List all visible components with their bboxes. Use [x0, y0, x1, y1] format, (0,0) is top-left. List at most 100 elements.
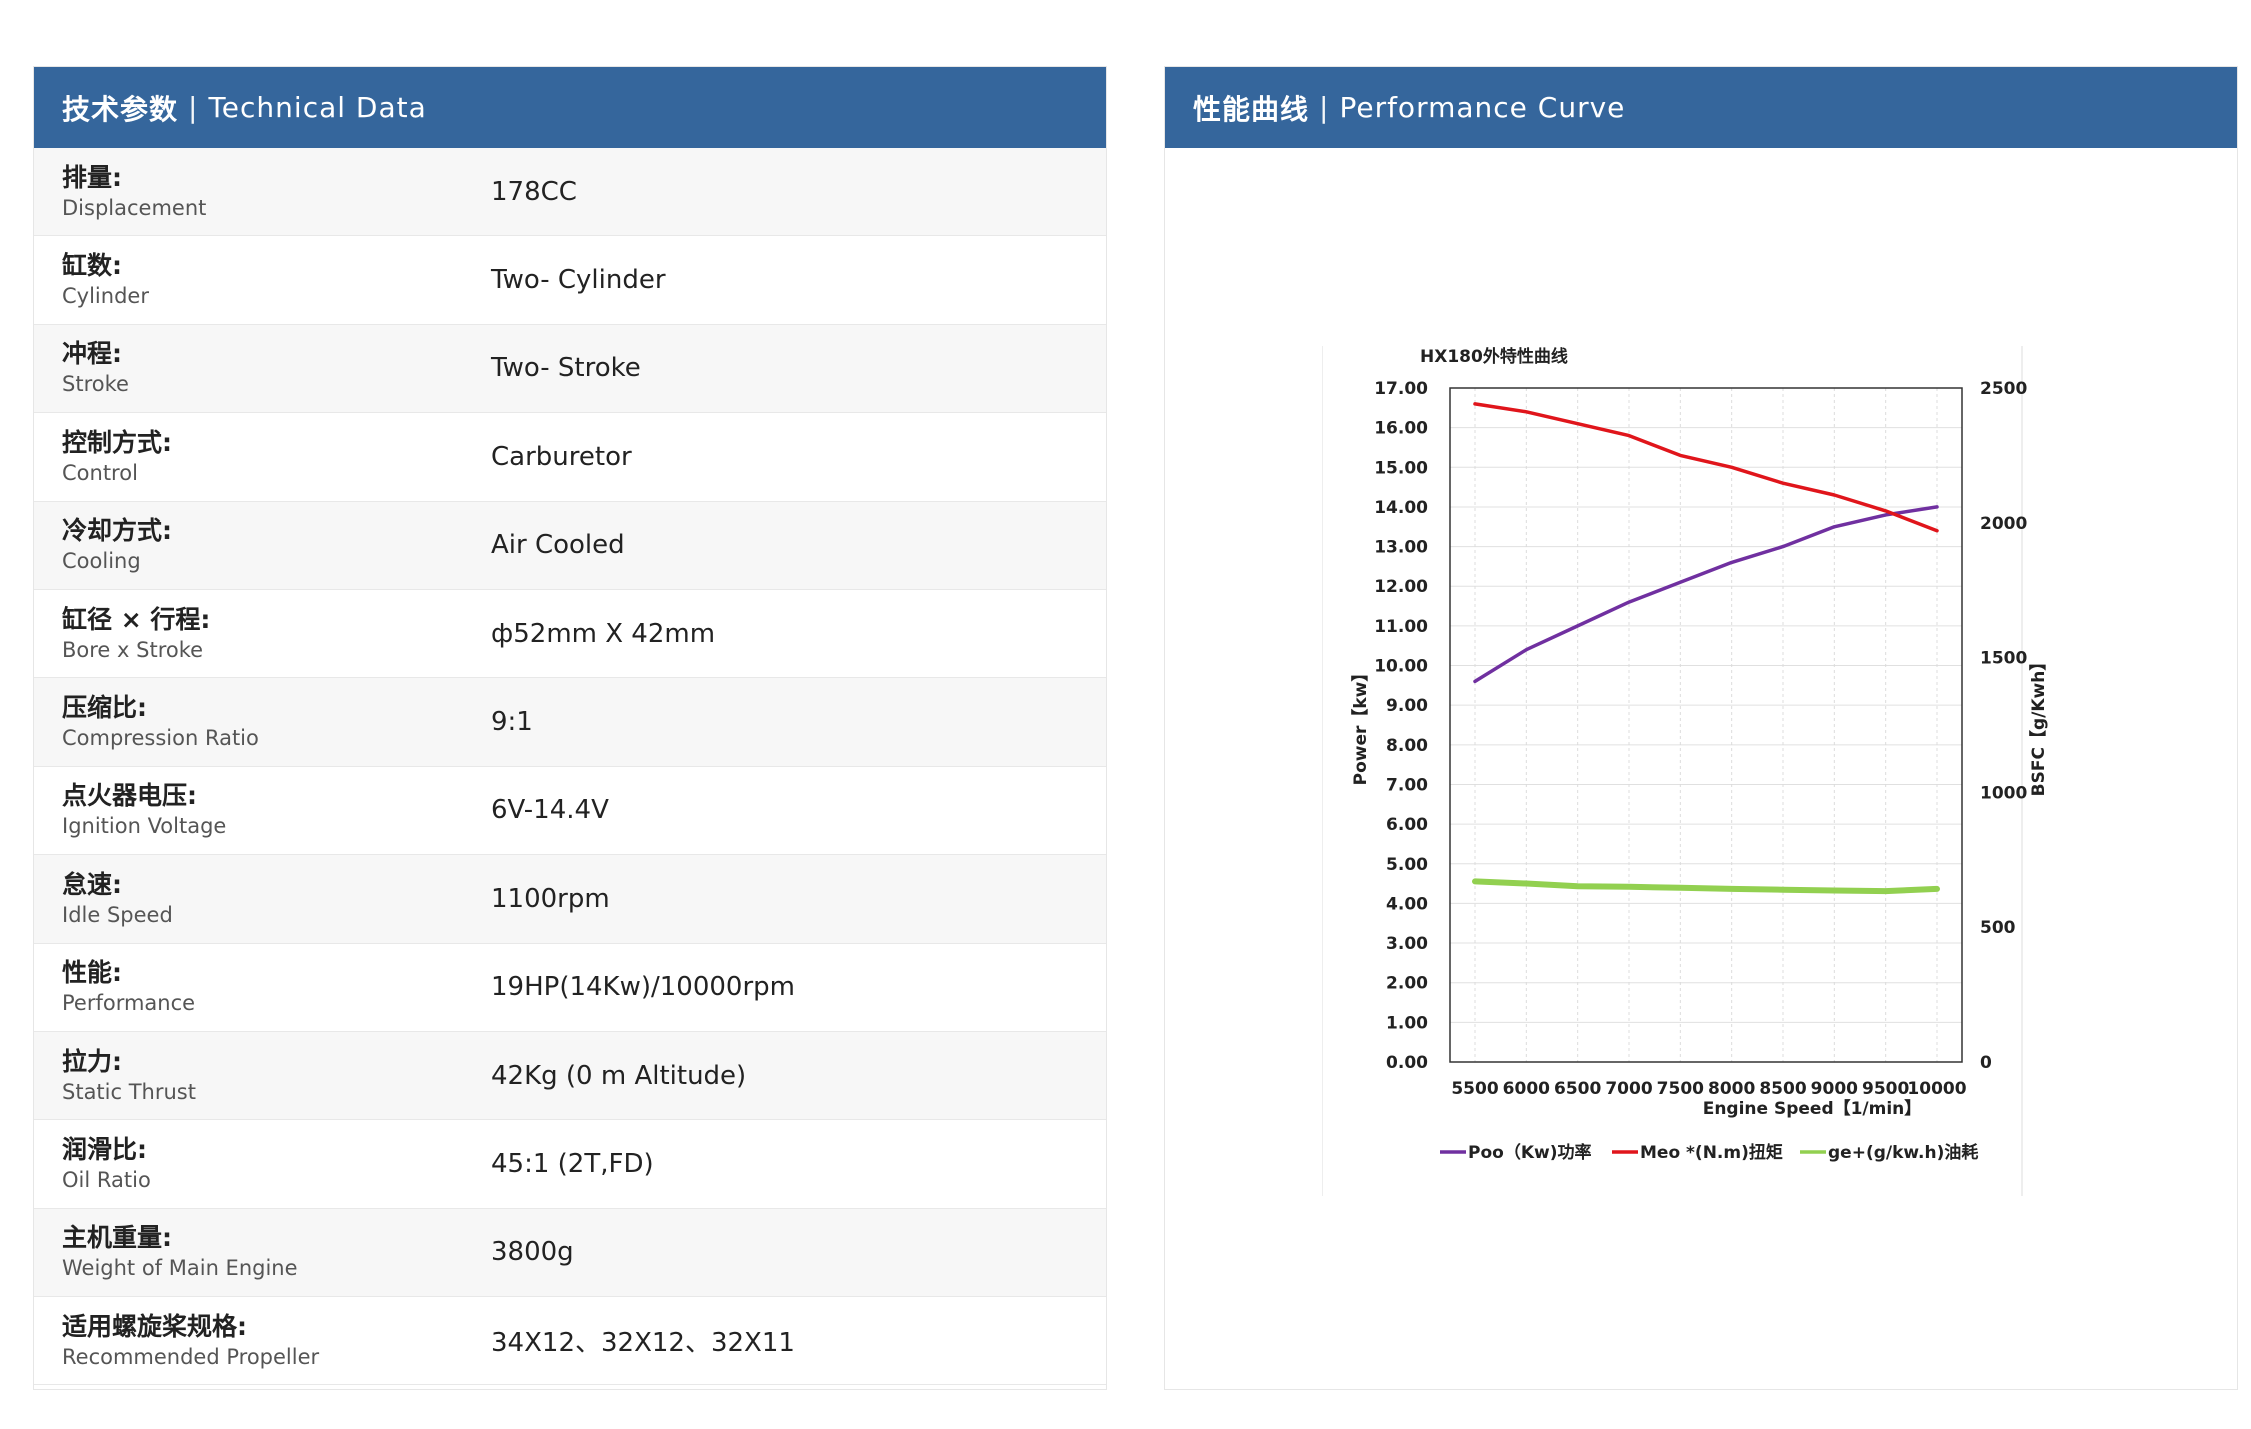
spec-label-en: Weight of Main Engine: [62, 1256, 298, 1281]
spec-label-en: Cooling: [62, 549, 141, 574]
spec-label: 主机重量: Weight of Main Engine: [34, 1222, 491, 1282]
y-tick-label: 9.00: [1386, 696, 1428, 716]
y-tick-label: 4.00: [1386, 894, 1428, 914]
x-tick-label: 9000: [1811, 1079, 1858, 1099]
y-tick-label: 12.00: [1374, 577, 1428, 597]
spec-label-cn: 冲程:: [62, 339, 122, 369]
y2-tick-label: 2500: [1980, 379, 2027, 399]
spec-value: 19HP(14Kw)/10000rpm: [491, 972, 795, 1003]
spec-row: 润滑比: Oil Ratio 45:1 (2T,FD): [34, 1120, 1106, 1209]
spec-label: 怠速: Idle Speed: [34, 869, 491, 929]
spec-label: 控制方式: Control: [34, 427, 491, 487]
x-tick-label: 9500: [1862, 1079, 1909, 1099]
y-tick-label: 1.00: [1386, 1013, 1428, 1033]
spec-label-cn: 排量:: [62, 162, 122, 192]
spec-label-cn: 润滑比:: [62, 1134, 147, 1164]
x-tick-label: 7500: [1657, 1079, 1704, 1099]
spec-label-cn: 适用螺旋桨规格:: [62, 1311, 247, 1341]
spec-label-cn: 主机重量:: [62, 1223, 172, 1253]
spec-label-en: Bore x Stroke: [62, 637, 204, 662]
legend-entry: ge+(g/kw.h)油耗: [1828, 1142, 1978, 1163]
y-tick-label: 17.00: [1374, 379, 1428, 399]
spec-row: 控制方式: Control Carburetor: [34, 413, 1106, 502]
spec-label-cn: 怠速:: [62, 869, 122, 899]
title-separator: |: [188, 91, 199, 124]
y2-tick-label: 1500: [1980, 649, 2027, 669]
y-tick-label: 6.00: [1386, 815, 1428, 835]
technical-data-panel: 技术参数 | Technical Data 排量: Displacement 178…: [33, 66, 1107, 1390]
spec-label-cn: 缸数:: [62, 251, 122, 281]
spec-label-cn: 压缩比:: [62, 693, 147, 723]
x-tick-label: 8500: [1759, 1079, 1806, 1099]
y-tick-label: 0.00: [1386, 1053, 1428, 1073]
spec-row: 拉力: Static Thrust 42Kg (0 m Altitude): [34, 1031, 1106, 1121]
spec-row: 排量: Displacement 178CC: [34, 148, 1106, 237]
technical-title-cn: 技术参数: [62, 92, 179, 126]
spec-row: 适用螺旋桨规格: Recommended Propeller 34X12、32X12…: [34, 1297, 1106, 1386]
spec-label-en: Control: [62, 460, 138, 485]
performance-chart: HX180外特性曲线 0.00 1.00 2.00 3.00 4.00 5.00 6.00 7…: [1322, 346, 2049, 1196]
spec-label: 拉力: Static Thrust: [34, 1046, 491, 1106]
y-tick-label: 3.00: [1386, 934, 1428, 954]
y2-tick-label: 500: [1980, 918, 2016, 938]
technical-title-en: Technical Data: [208, 91, 427, 124]
spec-label-cn: 缸径 × 行程:: [62, 604, 211, 634]
y-tick-label: 16.00: [1374, 419, 1428, 439]
y2-tick-label: 0: [1980, 1053, 1992, 1073]
legend-entry: Poo（Kw)功率: [1468, 1142, 1591, 1163]
y-tick-label: 11.00: [1374, 617, 1428, 637]
spec-value: Carburetor: [491, 441, 632, 472]
x-tick-label: 5500: [1451, 1079, 1498, 1099]
spec-value: 3800g: [491, 1237, 574, 1268]
spec-label-en: Oil Ratio: [62, 1167, 151, 1192]
spec-label-cn: 控制方式:: [62, 427, 172, 457]
spec-row: 冷却方式: Cooling Air Cooled: [34, 501, 1106, 590]
spec-label-en: Stroke: [62, 372, 129, 397]
y-tick-label: 13.00: [1374, 538, 1428, 558]
spec-table: 排量: Displacement 178CC 缸数: Cylinder Two- Cyli…: [34, 148, 1106, 1386]
y-axis-label: Power【kw】: [1350, 665, 1371, 786]
spec-value: 9:1: [491, 707, 533, 738]
spec-label: 缸径 × 行程: Bore x Stroke: [34, 604, 491, 664]
spec-label: 润滑比: Oil Ratio: [34, 1134, 491, 1194]
spec-label: 缸数: Cylinder: [34, 250, 491, 310]
spec-value: Two- Stroke: [491, 353, 641, 384]
performance-title-en: Performance Curve: [1339, 91, 1626, 124]
performance-curve-panel: 性能曲线 | Performance Curve: [1164, 66, 2238, 1390]
spec-value: Two- Cylinder: [491, 265, 666, 296]
spec-label-en: Recommended Propeller: [62, 1344, 320, 1369]
plot-frame: [1449, 387, 1963, 1063]
x-tick-label: 6000: [1503, 1079, 1550, 1099]
y-tick-label: 8.00: [1386, 736, 1428, 756]
spec-label-cn: 拉力:: [62, 1046, 122, 1076]
spec-label-en: Compression Ratio: [62, 726, 259, 751]
spec-label-en: Performance: [62, 991, 196, 1016]
x-tick-label: 7000: [1605, 1079, 1652, 1099]
spec-label-cn: 冷却方式:: [62, 516, 172, 546]
performance-title-cn: 性能曲线: [1193, 92, 1310, 126]
y2-axis-label: BSFC【g/Kwh】: [2028, 654, 2049, 797]
y-tick-label: 14.00: [1374, 498, 1428, 518]
spec-label-en: Static Thrust: [62, 1079, 196, 1104]
spec-label-en: Displacement: [62, 195, 207, 220]
y-tick-label: 10.00: [1374, 657, 1428, 677]
spec-value: 6V-14.4V: [491, 795, 609, 826]
spec-row: 怠速: Idle Speed 1100rpm: [34, 855, 1106, 944]
y-tick-label: 7.00: [1386, 775, 1428, 795]
spec-row: 性能: Performance 19HP(14Kw)/10000rpm: [34, 943, 1106, 1032]
performance-curve-header: 性能曲线 | Performance Curve: [1165, 67, 2237, 148]
spec-label: 排量: Displacement: [34, 162, 491, 222]
spec-value: Air Cooled: [491, 530, 625, 561]
spec-value: 45:1 (2T,FD): [491, 1148, 654, 1179]
x-tick-label: 10000: [1907, 1079, 1966, 1099]
spec-row: 冲程: Stroke Two- Stroke: [34, 324, 1106, 414]
y-tick-label: 2.00: [1386, 974, 1428, 994]
title-separator: |: [1319, 91, 1330, 124]
spec-label-en: Idle Speed: [62, 902, 173, 927]
spec-row: 点火器电压: Ignition Voltage 6V-14.4V: [34, 766, 1106, 856]
spec-label: 点火器电压: Ignition Voltage: [34, 780, 491, 840]
x-tick-label: 8000: [1708, 1079, 1755, 1099]
spec-value: 34X12、32X12、32X11: [491, 1328, 795, 1359]
spec-row: 缸径 × 行程: Bore x Stroke ф52mm X 42mm: [34, 589, 1106, 679]
spec-label: 冷却方式: Cooling: [34, 515, 491, 575]
